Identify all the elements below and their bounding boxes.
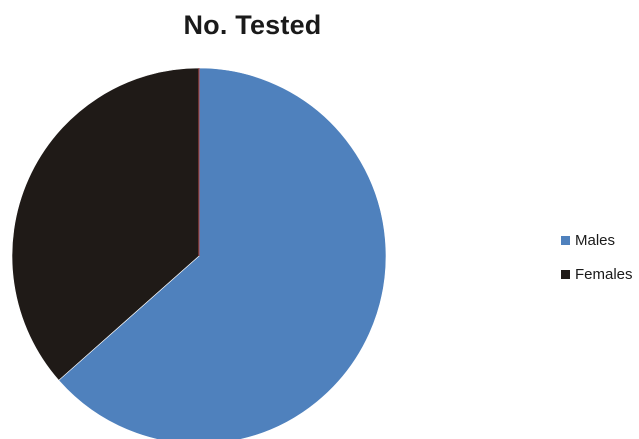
legend-item-females: Females [561,263,633,285]
legend-label-males: Males [575,231,616,249]
legend-swatch-females [561,269,570,279]
pie-slice-males [58,67,387,439]
chart-title: No. Tested [183,10,322,40]
legend: Males Females [561,229,633,297]
pie-slice-females [11,67,200,381]
legend-swatch-males [561,235,570,245]
legend-label-females: Females [575,265,633,283]
legend-item-males: Males [561,229,633,251]
